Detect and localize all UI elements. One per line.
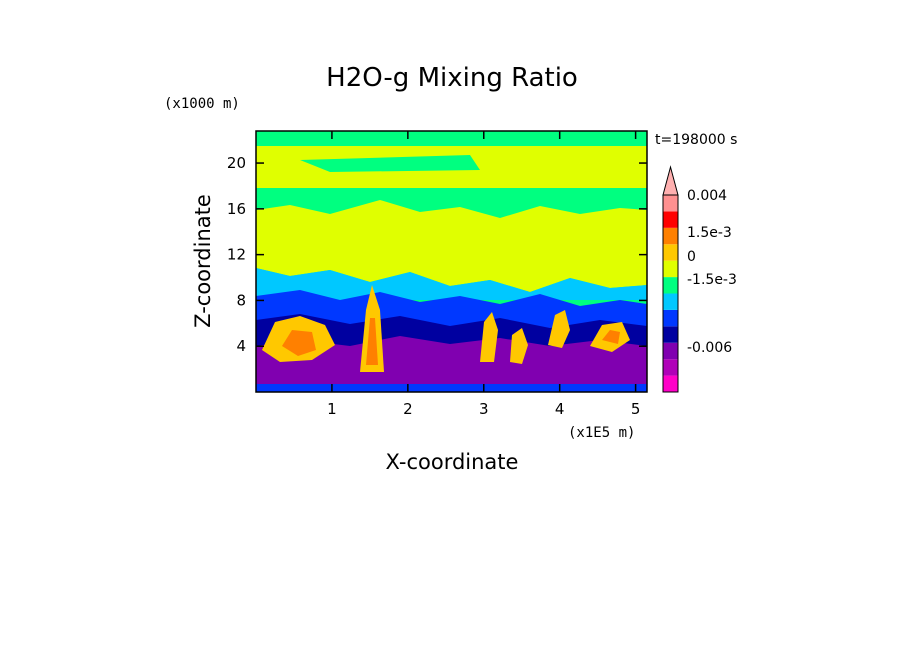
colorbar-swatch-8 — [663, 244, 678, 261]
colorbar-frame — [662, 194, 679, 393]
x-tick-label-3: 4 — [555, 400, 565, 418]
colorbar-swatch-1 — [663, 359, 678, 376]
y-unit-label: (x1000 m) — [164, 96, 240, 112]
colorbar-extend-arrow — [662, 165, 679, 196]
band-upper-green-inset — [300, 155, 480, 172]
colorbar-swatch-5 — [663, 293, 678, 310]
band-main-yellow — [256, 200, 647, 292]
x-tick-label-0: 1 — [327, 400, 337, 418]
plot-frame — [255, 130, 648, 393]
plume-tower-core — [366, 318, 378, 365]
y-tick-label-1: 8 — [236, 291, 246, 309]
plume-east-a — [480, 312, 498, 362]
chart-title: H2O-g Mixing Ratio — [326, 63, 578, 93]
colorbar-label-3: -1.5e-3 — [687, 272, 737, 288]
band-surface — [256, 384, 647, 392]
plume-west-core — [282, 330, 316, 356]
colorbar-swatch-2 — [663, 342, 678, 360]
colorbar-swatch-0 — [663, 375, 678, 392]
time-label: t=198000 s — [655, 132, 737, 148]
colorbar-label-1: 1.5e-3 — [687, 225, 732, 241]
band-purple — [256, 336, 647, 392]
y-tick-label-0: 4 — [236, 337, 246, 355]
x-tick-label-4: 5 — [631, 400, 641, 418]
plume-far-east-core — [602, 330, 620, 344]
colorbar: 0.004 1.5e-3 0 -1.5e-3 -0.006 — [662, 165, 737, 393]
colorbar-swatch-11 — [663, 195, 678, 212]
x-tick-label-2: 3 — [479, 400, 489, 418]
plume-east-b — [510, 328, 528, 364]
band-cyan — [256, 268, 647, 300]
band-mid-green — [256, 188, 647, 218]
colorbar-swatch-4 — [663, 309, 678, 327]
y-tick-label-3: 16 — [227, 200, 246, 218]
colorbar-swatch-6 — [663, 277, 678, 294]
colorbar-swatch-7 — [663, 260, 678, 278]
x-axis: 1 2 3 4 5 — [327, 131, 640, 418]
x-tick-label-1: 2 — [403, 400, 413, 418]
colorbar-swatch-9 — [663, 227, 678, 245]
plume-east-c — [548, 310, 570, 348]
colorbar-label-2: 0 — [687, 249, 696, 265]
colorbar-swatch-10 — [663, 211, 678, 228]
colorbar-label-0: 0.004 — [687, 188, 727, 204]
plot-area — [256, 131, 647, 392]
x-axis-label: X-coordinate — [386, 450, 519, 474]
colorbar-label-4: -0.006 — [687, 340, 732, 356]
y-tick-label-4: 20 — [227, 154, 246, 172]
y-axis-label: Z-coordinate — [191, 194, 215, 328]
colorbar-swatch-3 — [663, 326, 678, 343]
y-axis: 4 8 12 16 20 — [227, 154, 647, 355]
x-unit-label: (x1E5 m) — [568, 425, 635, 441]
y-tick-label-2: 12 — [227, 246, 246, 264]
